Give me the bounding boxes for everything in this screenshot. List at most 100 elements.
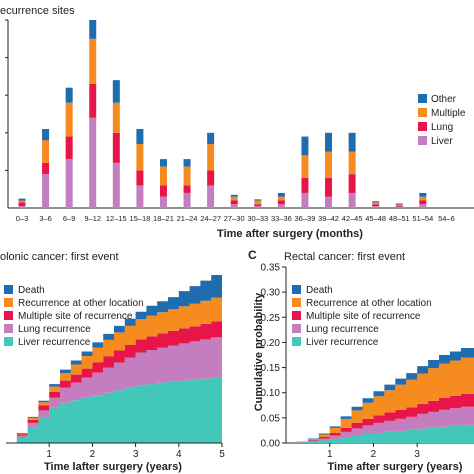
bar-liver-17 — [419, 204, 427, 208]
legend-swatch-lung — [418, 122, 427, 131]
bar-multiple-16 — [395, 204, 403, 206]
rectal-x-tick-label: 2 — [371, 449, 377, 460]
colonic-area-chart: olonic cancer: first event 1 2 3 4 5 Time la… — [0, 251, 225, 473]
area-liver-recurrence — [286, 423, 474, 443]
area-recurrence-at-other-location — [286, 354, 474, 443]
bar-other-4 — [112, 80, 120, 103]
bar-liver-7 — [183, 192, 191, 208]
top-x-tick-label: 42–45 — [342, 214, 363, 223]
legend-label-recurrence-at-other-location: Recurrence at other location — [306, 298, 432, 309]
top-x-tick-label: 27–30 — [224, 214, 245, 223]
bar-liver-9 — [230, 204, 238, 208]
top-x-tick-label: 30–33 — [247, 214, 268, 223]
bar-multiple-8 — [207, 144, 215, 171]
top-x-tick-label: 3–6 — [39, 214, 52, 223]
bar-multiple-2 — [65, 102, 73, 137]
top-x-tick-label: 9–12 — [84, 214, 101, 223]
bar-multiple-12 — [301, 155, 309, 178]
bar-other-0 — [18, 198, 26, 201]
rectal-x-tick-label: 1 — [327, 449, 333, 460]
bar-lung-16 — [395, 205, 403, 207]
rectal-y-tick-label: 0.10 — [261, 388, 281, 399]
bar-other-6 — [159, 159, 167, 167]
bar-other-10 — [254, 199, 262, 201]
rectal-legend: Death Recurrence at other location Multipl… — [292, 285, 432, 348]
bar-multiple-5 — [136, 144, 144, 171]
bar-multiple-7 — [183, 166, 191, 186]
rectal-chart-title: Rectal cancer: first event — [284, 251, 405, 263]
colonic-x-tick-label: 3 — [133, 449, 139, 460]
bar-other-16 — [395, 203, 403, 205]
legend-label-liver-recurrence: Liver recurrence — [18, 337, 91, 348]
top-chart-title: ecurrence sites — [0, 5, 75, 17]
area-death — [286, 344, 474, 443]
top-x-tick-label: 45–48 — [365, 214, 386, 223]
rectal-y-axis-label: Cumulative probability — [253, 292, 265, 411]
bar-liver-14 — [348, 192, 356, 208]
bar-other-9 — [230, 194, 238, 197]
legend-label-recurrence-at-other-location: Recurrence at other location — [18, 298, 144, 309]
rectal-y-tick-label: 0.25 — [261, 313, 281, 324]
bar-liver-4 — [112, 162, 120, 208]
rectal-y-tick-label: 0.15 — [261, 363, 281, 374]
legend-swatch-other — [418, 94, 427, 103]
top-bars — [5, 19, 427, 208]
top-x-axis-label: Time after surgery (months) — [217, 228, 363, 240]
top-legend: Other Multiple Lung Liver — [418, 94, 466, 147]
bar-liver-5 — [136, 185, 144, 208]
bar-liver-15 — [372, 206, 380, 208]
rectal-area-series — [286, 344, 474, 443]
bar-multiple-1 — [42, 140, 50, 163]
rectal-x-tick-labels: 1 2 3 — [327, 443, 420, 460]
rectal-y-tick-label: 0.30 — [261, 288, 281, 299]
bar-other-14 — [348, 132, 356, 152]
bar-liver-13 — [325, 196, 333, 208]
legend-swatch-multiple-site-of-recurrence — [292, 311, 301, 320]
bar-lung-14 — [348, 174, 356, 193]
rectal-y-tick-label: 0.05 — [261, 413, 281, 424]
legend-label-multiple-site-of-recurrence: Multiple site of recurrence — [306, 311, 421, 322]
top-x-tick-label: 6–9 — [63, 214, 76, 223]
rectal-y-tick-labels: 0.00 0.05 0.10 0.15 0.20 0.25 0.30 0.35 — [261, 263, 286, 450]
bar-liver-6 — [159, 196, 167, 208]
bar-lung-0 — [18, 202, 26, 207]
bar-liver-16 — [395, 206, 403, 208]
bar-lung-4 — [112, 132, 120, 163]
top-x-tick-label: 18–21 — [153, 214, 174, 223]
area-multiple-site-of-recurrence — [6, 321, 222, 443]
panel-label-c: C — [248, 248, 257, 262]
top-x-tick-label: 33–36 — [271, 214, 292, 223]
colonic-x-axis-label: Time lafter surgery (years) — [44, 461, 182, 473]
top-x-tick-label: 39–42 — [318, 214, 339, 223]
area-multiple-site-of-recurrence — [286, 391, 474, 443]
legend-label-death: Death — [18, 285, 45, 296]
bar-other-17 — [419, 192, 427, 197]
legend-swatch-death — [4, 285, 13, 294]
legend-swatch-lung-recurrence — [292, 324, 301, 333]
legend-swatch-multiple — [418, 108, 427, 117]
top-x-tick-label: 36–39 — [295, 214, 316, 223]
bar-lung-12 — [301, 177, 309, 193]
bar-lung-11 — [277, 200, 285, 205]
bar-multiple-9 — [230, 196, 238, 201]
rectal-x-tick-label: 3 — [414, 449, 420, 460]
legend-label-lung: Lung — [431, 122, 453, 133]
bar-lung-6 — [159, 185, 167, 197]
legend-swatch-multiple-site-of-recurrence — [4, 311, 13, 320]
bar-other-3 — [89, 20, 97, 39]
bar-multiple-15 — [372, 202, 380, 205]
bar-lung-10 — [254, 204, 262, 207]
top-x-tick-label: 15–18 — [129, 214, 150, 223]
bar-lung-2 — [65, 136, 73, 160]
colonic-x-tick-labels: 1 2 3 4 5 — [46, 443, 225, 460]
bar-lung-9 — [230, 200, 238, 205]
colonic-chart-title: olonic cancer: first event — [0, 251, 119, 263]
top-x-tick-label: 51–54 — [412, 214, 433, 223]
bar-other-12 — [301, 136, 309, 156]
legend-swatch-recurrence-at-other-location — [4, 298, 13, 307]
legend-swatch-recurrence-at-other-location — [292, 298, 301, 307]
top-x-tick-labels: 0–3 3–6 6–9 9–12 12–15 15–18 18–21 21–24 24–27 27… — [16, 214, 455, 223]
bar-lung-15 — [372, 204, 380, 207]
bar-multiple-10 — [254, 200, 262, 205]
legend-label-liver-recurrence: Liver recurrence — [306, 337, 379, 348]
